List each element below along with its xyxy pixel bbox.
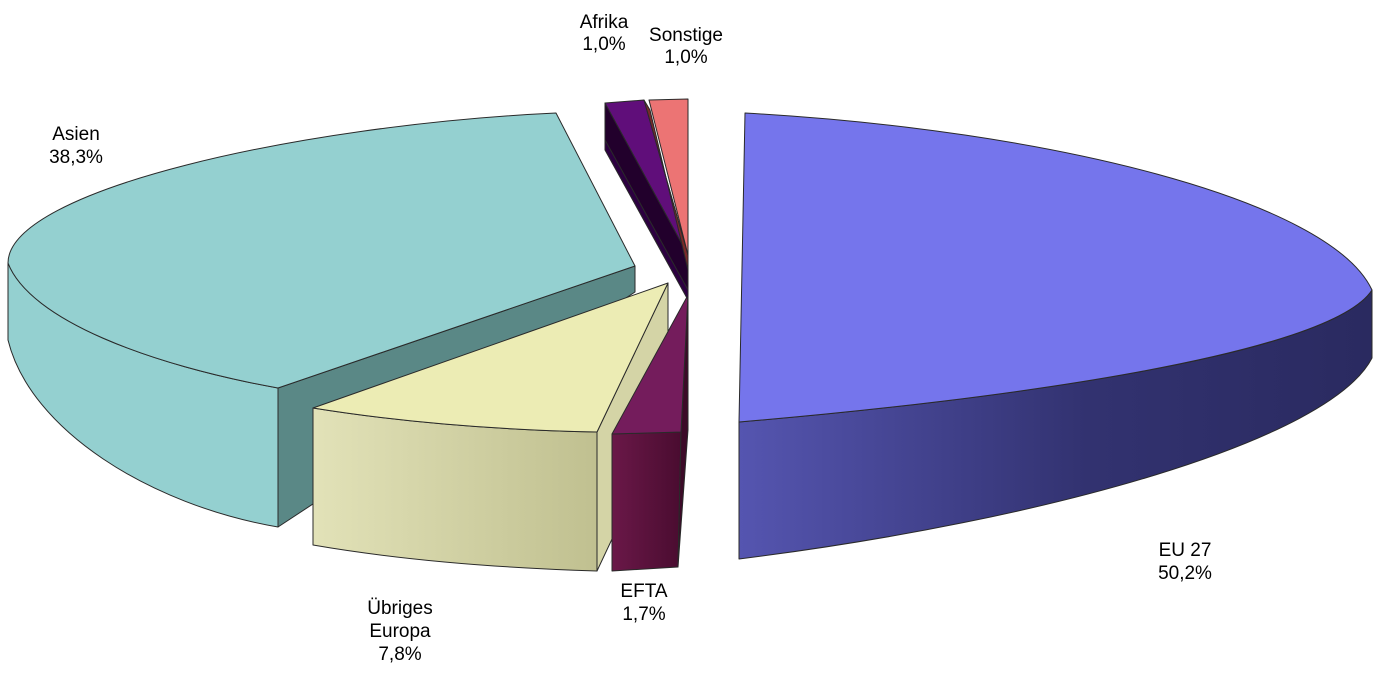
slice-sonstige-top	[648, 98, 689, 256]
slice-afrika-front	[604, 139, 689, 301]
label-efta-name: EFTA	[620, 581, 667, 602]
label-eu27-value: 50,2%	[1158, 563, 1212, 584]
slice-efta-front	[611, 431, 682, 572]
slice-efta-top	[611, 294, 689, 435]
label-sonstige: Sonstige 1,0%	[649, 25, 723, 68]
label-uebriges-europa-value: 7,8%	[378, 644, 421, 665]
slice-afrika	[604, 99, 689, 301]
label-uebriges-europa-line2: Europa	[369, 621, 431, 642]
label-eu27: EU 27 50,2%	[1158, 540, 1212, 584]
label-efta-value: 1,7%	[622, 604, 665, 625]
label-asien-value: 38,3%	[49, 147, 103, 168]
label-sonstige-name: Sonstige	[649, 25, 723, 46]
label-asien-name: Asien	[52, 124, 100, 145]
slice-asien-top	[7, 112, 636, 389]
label-uebriges-europa: Übriges Europa 7,8%	[367, 598, 432, 665]
slice-eu27	[738, 112, 1373, 560]
slice-eu27-top	[738, 112, 1373, 423]
label-afrika-value: 1,0%	[582, 34, 625, 55]
slice-sonstige-cut	[643, 99, 689, 271]
label-afrika: Afrika 1,0%	[580, 12, 629, 55]
label-afrika-name: Afrika	[580, 12, 629, 33]
slice-efta	[611, 294, 689, 572]
label-sonstige-value: 1,0%	[664, 47, 707, 68]
label-uebriges-europa-line1: Übriges	[367, 598, 432, 619]
label-eu27-name: EU 27	[1159, 540, 1212, 561]
label-efta: EFTA 1,7%	[620, 581, 667, 625]
slice-uebriges-europa-top	[312, 282, 669, 433]
slice-uebriges-europa-front	[312, 407, 598, 572]
slice-sonstige	[643, 98, 689, 271]
label-asien: Asien 38,3%	[49, 124, 103, 168]
